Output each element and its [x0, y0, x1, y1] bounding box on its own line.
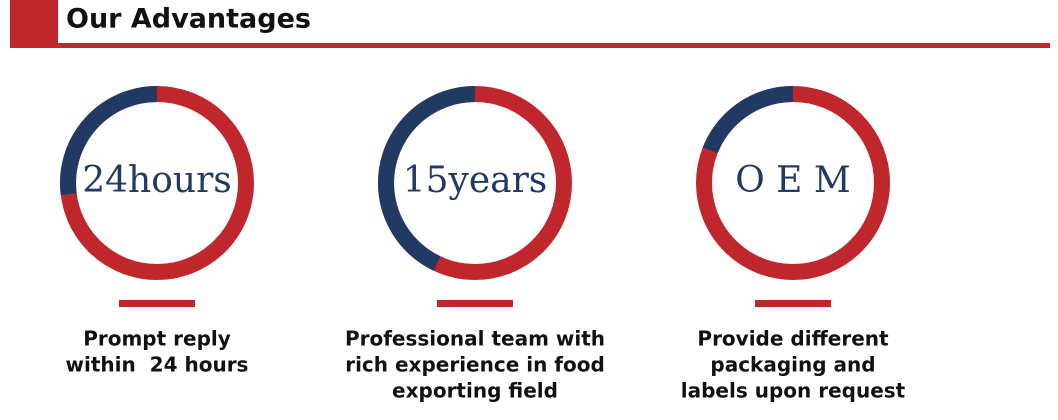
donut-label: O E M [735, 160, 851, 201]
donut-share [702, 86, 794, 154]
divider [755, 300, 831, 307]
divider [119, 300, 195, 307]
caption-line: labels upon request [681, 379, 906, 403]
page-title: Our Advantages [66, 4, 311, 35]
caption-line: Prompt reply [83, 327, 231, 351]
donut-label: 15years [403, 160, 548, 201]
caption-line: packaging and [710, 353, 875, 377]
caption-line: Provide different [697, 327, 889, 351]
divider [437, 300, 513, 307]
donut-share [378, 86, 476, 271]
caption-line: exporting field [392, 379, 558, 403]
donut-share [60, 86, 158, 196]
caption-line: within 24 hours [66, 353, 249, 377]
header-rule [58, 43, 1050, 48]
caption-line: Professional team with [345, 327, 605, 351]
caption-line: rich experience in food [345, 353, 605, 377]
header-square [10, 0, 58, 48]
donut-label: 24hours [82, 160, 232, 201]
